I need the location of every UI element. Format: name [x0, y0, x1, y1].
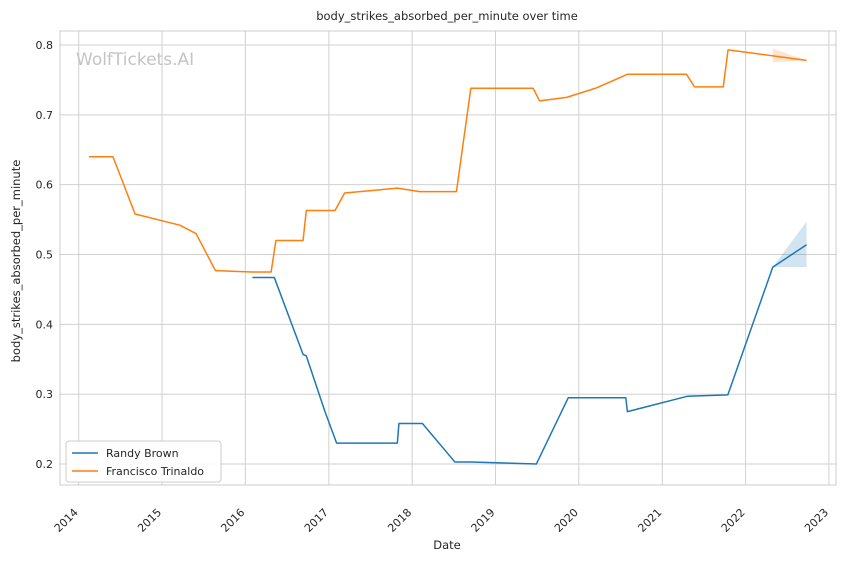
x-tick-label: 2015	[135, 506, 164, 535]
legend-box	[65, 440, 222, 483]
chart-title: body_strikes_absorbed_per_minute over ti…	[316, 9, 578, 23]
x-tick-label: 2021	[635, 506, 664, 535]
series-line-francisco-trinaldo	[88, 49, 807, 273]
y-axis-title: body_strikes_absorbed_per_minute	[9, 160, 23, 363]
x-tick-label: 2023	[802, 506, 831, 535]
legend: Randy Brown Francisco Trinaldo	[65, 440, 222, 483]
x-tick-label: 2019	[469, 506, 498, 535]
watermark: WolfTickets.AI	[76, 50, 194, 70]
x-axis-title: Date	[433, 538, 461, 552]
grid	[60, 31, 836, 485]
plot-frame	[59, 30, 837, 486]
y-tick-label: 0.8	[36, 39, 54, 52]
x-tick-label: 2017	[302, 506, 331, 535]
x-tick-label: 2014	[52, 506, 81, 535]
x-tick-label: 2020	[552, 506, 581, 535]
y-tick-label: 0.3	[36, 388, 54, 401]
series-line-randy-brown	[252, 244, 807, 465]
x-tick-label: 2022	[719, 506, 748, 535]
y-tick-label: 0.7	[36, 109, 54, 122]
band-randy-brown	[772, 221, 807, 268]
y-tick-label: 0.5	[36, 249, 54, 262]
y-tick-label: 0.4	[36, 318, 54, 331]
x-tick-label: 2018	[385, 506, 414, 535]
confidence-bands	[772, 48, 807, 268]
legend-label-randy-brown: Randy Brown	[106, 447, 179, 460]
series-lines	[88, 49, 807, 465]
y-tick-label: 0.6	[36, 179, 54, 192]
legend-label-francisco-trinaldo: Francisco Trinaldo	[106, 465, 204, 478]
x-tick-label: 2016	[218, 506, 247, 535]
y-tick-label: 0.2	[36, 458, 54, 471]
